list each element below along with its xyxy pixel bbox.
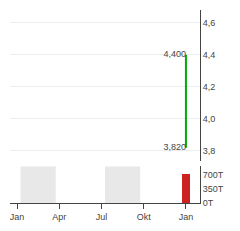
svg-text:3,820: 3,820 <box>163 142 186 152</box>
svg-text:4,4: 4,4 <box>203 50 216 60</box>
svg-text:700T: 700T <box>203 170 224 180</box>
svg-text:Okt: Okt <box>137 212 152 222</box>
svg-text:Jan: Jan <box>10 212 25 222</box>
svg-text:4,0: 4,0 <box>203 114 216 124</box>
svg-text:0T: 0T <box>203 198 214 208</box>
svg-text:Apr: Apr <box>52 212 66 222</box>
svg-text:Jan: Jan <box>179 212 194 222</box>
svg-text:4,400: 4,400 <box>163 49 186 59</box>
svg-text:350T: 350T <box>203 184 224 194</box>
svg-text:Jul: Jul <box>96 212 108 222</box>
svg-text:3,8: 3,8 <box>203 146 216 156</box>
svg-text:4,2: 4,2 <box>203 82 216 92</box>
svg-text:4,6: 4,6 <box>203 18 216 28</box>
